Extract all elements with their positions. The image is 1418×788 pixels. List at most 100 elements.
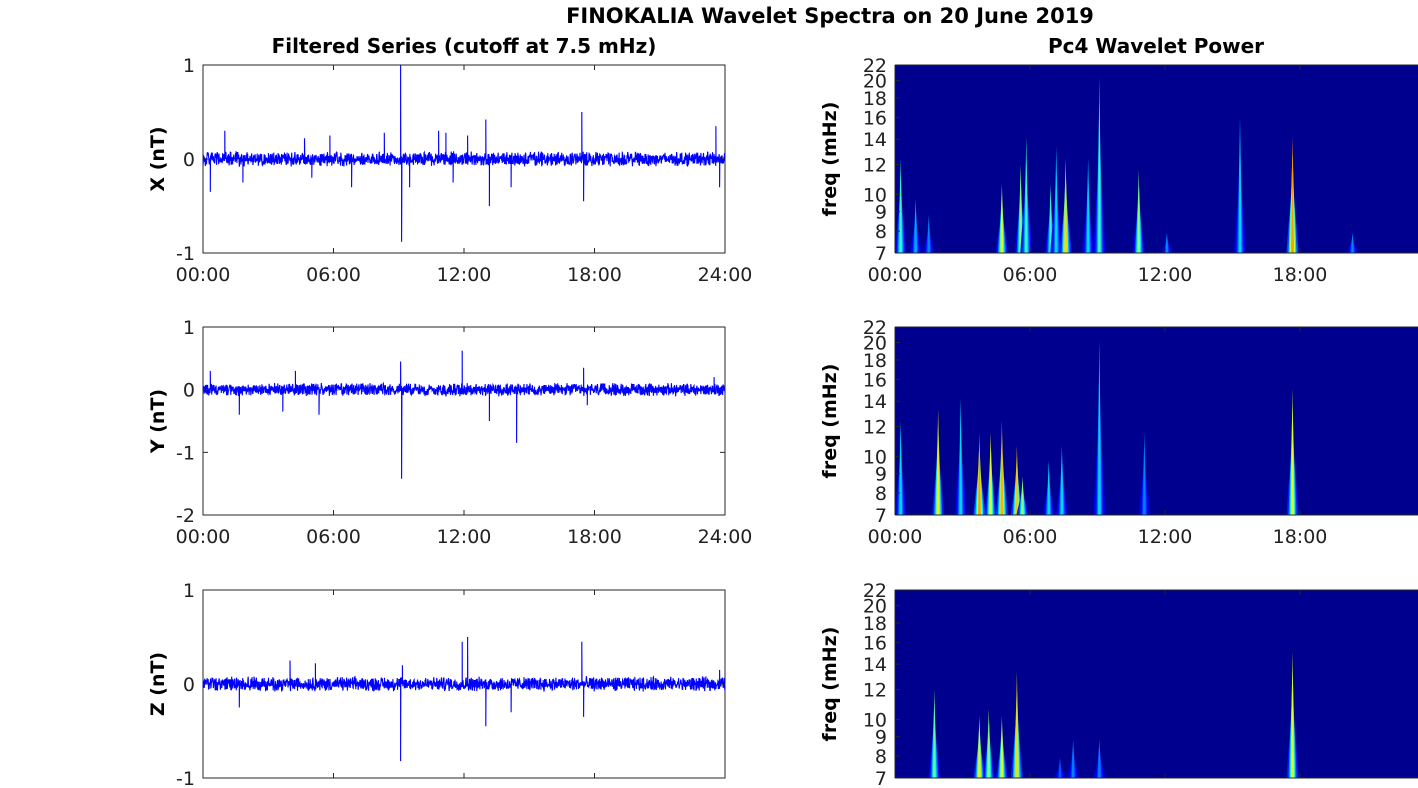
power-burst — [1015, 671, 1019, 778]
y-tick-label: -1 — [176, 768, 195, 788]
power-burst — [1000, 419, 1004, 515]
power-burst — [1097, 739, 1101, 778]
y-tick-label: 20 — [863, 596, 887, 618]
y-axis-label: freq (mHz) — [819, 102, 841, 217]
y-tick-label: 0 — [183, 149, 195, 171]
y-tick-label: 16 — [863, 107, 887, 129]
x-tick-label: 18:00 — [1273, 526, 1328, 548]
power-burst — [1060, 445, 1064, 515]
y-axis-label: Y (nT) — [147, 389, 169, 454]
y-axis-label: X (nT) — [147, 126, 169, 191]
x-tick-label: 06:00 — [1003, 264, 1058, 286]
y-tick-label: 8 — [875, 221, 887, 243]
y-tick-label: 20 — [863, 71, 887, 93]
y-tick-label: 18 — [863, 613, 887, 635]
y-tick-label: 22 — [863, 317, 887, 339]
power-burst — [899, 419, 903, 515]
power-burst — [1097, 77, 1101, 253]
x-tick-label: 18:00 — [1273, 264, 1328, 286]
y-tick-label: 9 — [875, 727, 887, 749]
power-burst — [1000, 183, 1004, 253]
x-tick-label: 12:00 — [1138, 264, 1193, 286]
series-panel-x: -1 0 1 00:00 06:00 12:00 18:00 24:00 X (nT) — [147, 55, 752, 286]
y-tick-label: 8 — [875, 746, 887, 768]
power-burst — [936, 408, 940, 515]
x-tick-label: 12:00 — [437, 264, 492, 286]
power-burst — [1024, 136, 1028, 253]
y-tick-label: 8 — [875, 483, 887, 505]
y-tick-label: 12 — [863, 680, 887, 702]
y-tick-label: -1 — [176, 243, 195, 265]
power-burst — [914, 198, 918, 253]
power-burst — [1049, 183, 1053, 253]
wavelet-panel-y: 7891012141618202200:0006:0012:0018:0000f… — [819, 317, 1418, 548]
power-background — [895, 65, 1418, 253]
power-burst — [1291, 136, 1294, 253]
x-tick-label: 00:00 — [176, 526, 231, 548]
y-tick-label: 10 — [863, 446, 887, 468]
power-burst — [959, 398, 963, 515]
y-tick-label: 1 — [183, 580, 195, 602]
power-burst — [899, 157, 903, 253]
y-axis-label: Z (nT) — [147, 652, 169, 716]
y-tick-label: 14 — [863, 654, 887, 676]
y-tick-label: 12 — [863, 155, 887, 177]
power-burst — [932, 688, 936, 778]
x-tick-label: 00:00 — [868, 264, 923, 286]
x-tick-label: 18:00 — [567, 264, 622, 286]
right-column-title: Pc4 Wavelet Power — [1047, 34, 1265, 58]
power-burst — [1058, 757, 1062, 778]
x-tick-label: 24:00 — [698, 264, 753, 286]
signal-trace — [202, 350, 726, 479]
power-burst — [1054, 146, 1058, 253]
series-panel-z: -1 0 1 Z (nT) — [147, 580, 726, 788]
power-burst — [1097, 339, 1101, 515]
y-tick-label: 12 — [863, 417, 887, 439]
y-tick-label: 7 — [875, 768, 887, 788]
wavelet-panel-x: 7891012141618202200:0006:0012:0018:0000f… — [819, 55, 1418, 286]
power-burst — [1019, 163, 1023, 253]
power-background — [895, 590, 1418, 778]
power-burst — [977, 715, 981, 778]
y-tick-label: 1 — [183, 55, 195, 77]
y-tick-label: 18 — [863, 88, 887, 110]
power-burst — [1000, 715, 1004, 778]
x-tick-label: 06:00 — [306, 526, 361, 548]
x-tick-label: 06:00 — [306, 264, 361, 286]
power-burst — [1086, 157, 1090, 253]
y-tick-label: 22 — [863, 55, 887, 77]
y-tick-label: 22 — [863, 580, 887, 602]
x-tick-label: 18:00 — [567, 526, 622, 548]
power-burst — [1238, 116, 1242, 253]
power-burst — [1291, 651, 1294, 778]
x-tick-label: 12:00 — [1138, 526, 1193, 548]
y-tick-label: 0 — [183, 674, 195, 696]
power-burst — [977, 432, 981, 515]
power-burst — [1064, 157, 1068, 253]
power-burst — [927, 214, 931, 253]
series-panel-y: -2 -1 0 1 00:00 06:00 12:00 18:00 24:00 Y (nT) — [147, 317, 752, 548]
power-burst — [987, 708, 991, 778]
y-tick-label: 9 — [875, 202, 887, 224]
power-burst — [1142, 432, 1146, 515]
y-axis-label: freq (mHz) — [819, 364, 841, 479]
y-tick-label: 16 — [863, 632, 887, 654]
signal-trace — [202, 636, 726, 762]
power-burst — [1351, 232, 1354, 253]
y-tick-label: 10 — [863, 184, 887, 206]
x-tick-label: 00:00 — [868, 526, 923, 548]
power-burst — [1015, 445, 1019, 515]
y-tick-label: 0 — [183, 380, 195, 402]
left-column-title: Filtered Series (cutoff at 7.5 mHz) — [271, 34, 657, 58]
power-burst — [1137, 170, 1141, 253]
power-burst — [1291, 388, 1294, 515]
x-tick-label: 06:00 — [1003, 526, 1058, 548]
power-burst — [1165, 232, 1169, 253]
power-burst — [1021, 476, 1024, 515]
y-tick-label: 18 — [863, 350, 887, 372]
power-burst — [1071, 739, 1075, 778]
y-tick-label: -2 — [176, 505, 195, 527]
power-burst — [1047, 460, 1051, 515]
